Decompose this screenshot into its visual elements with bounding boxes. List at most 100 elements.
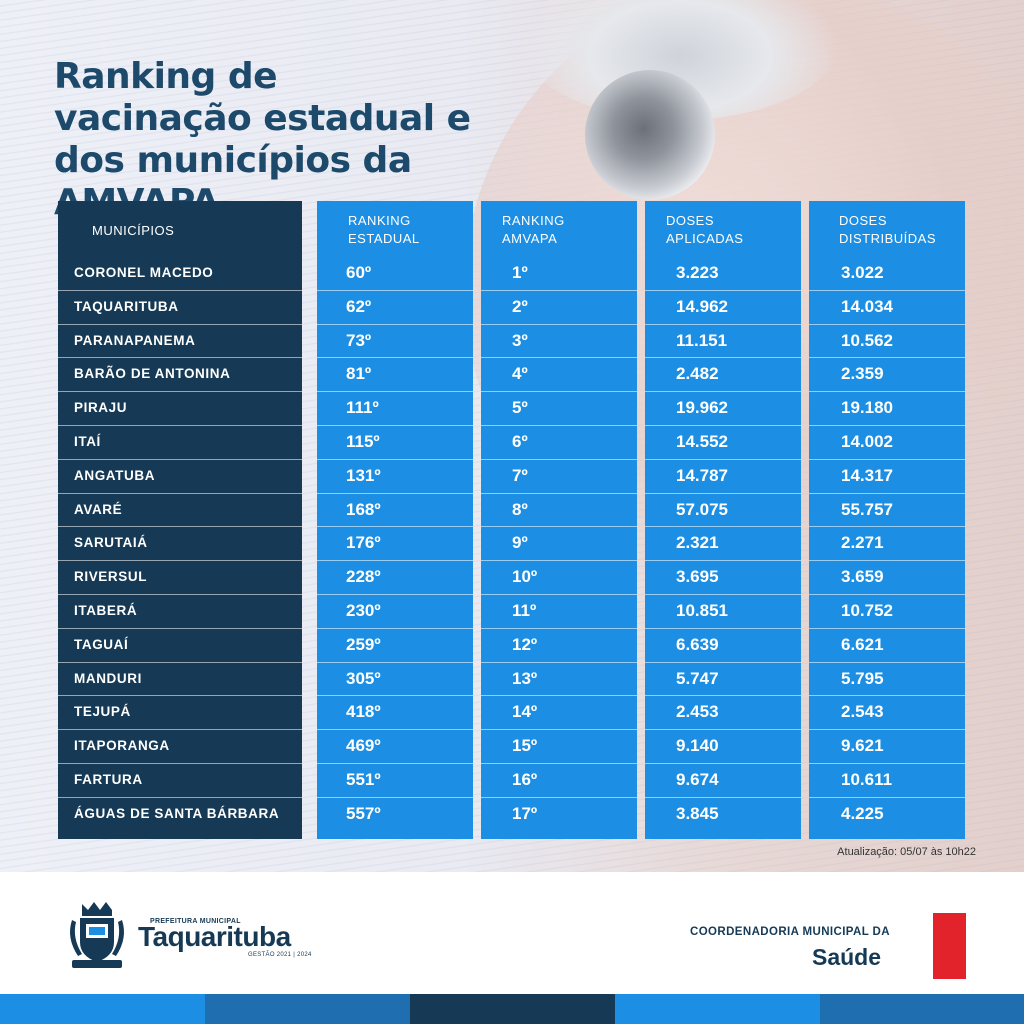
cell-aplicadas: 2.453 <box>676 702 719 722</box>
row-divider <box>58 627 302 629</box>
row-divider <box>317 661 473 663</box>
cell-estadual: 111º <box>346 398 379 418</box>
row-divider <box>58 323 302 325</box>
header-ranking-amvapa: RANKING AMVAPA <box>502 213 565 246</box>
cell-distribuidas: 10.562 <box>841 330 893 350</box>
row-divider <box>645 627 801 629</box>
cell-municipio: MANDURI <box>74 670 142 686</box>
row-divider <box>645 357 801 359</box>
cell-distribuidas: 14.317 <box>841 465 893 485</box>
cell-estadual: 115º <box>346 432 380 451</box>
row-divider <box>809 492 965 494</box>
row-divider <box>481 729 637 731</box>
row-divider <box>58 458 302 460</box>
logo-prefeitura-text: PREFEITURA MUNICIPAL <box>150 918 241 925</box>
bottom-stripe <box>820 994 1024 1024</box>
cell-municipio: ITAPORANGA <box>74 738 170 754</box>
row-divider <box>481 357 637 359</box>
cell-estadual: 73º <box>346 330 372 350</box>
bottom-stripe <box>410 994 615 1024</box>
logo-gestao-text: GESTÃO 2021 | 2024 <box>248 952 312 958</box>
cell-amvapa: 16º <box>512 770 538 789</box>
cell-distribuidas: 5.795 <box>841 668 884 688</box>
row-divider <box>645 458 801 460</box>
row-divider <box>317 763 473 764</box>
column-municipios <box>58 201 302 839</box>
row-divider <box>58 492 302 494</box>
row-divider <box>809 560 965 562</box>
vial-cap <box>585 70 715 200</box>
cell-municipio: FARTURA <box>74 772 143 787</box>
cell-aplicadas: 14.962 <box>676 296 728 316</box>
cell-amvapa: 17º <box>512 803 538 823</box>
cell-amvapa: 12º <box>512 634 538 654</box>
cell-municipio: TAQUARITUBA <box>74 298 179 314</box>
saude-label: Saúde <box>812 944 882 970</box>
cell-amvapa: 7º <box>512 465 528 485</box>
row-divider <box>58 357 302 359</box>
cell-distribuidas: 10.611 <box>841 770 893 789</box>
row-divider <box>58 289 302 291</box>
cell-estadual: 305º <box>346 668 381 688</box>
red-accent-bar <box>933 913 966 979</box>
bottom-stripe <box>0 994 205 1024</box>
cell-municipio: PARANAPANEMA <box>74 332 196 348</box>
cell-distribuidas: 6.621 <box>841 634 884 654</box>
row-divider <box>317 695 473 697</box>
cell-distribuidas: 4.225 <box>841 803 884 823</box>
cell-amvapa: 6º <box>512 432 528 451</box>
cell-amvapa: 4º <box>512 364 528 384</box>
row-divider <box>645 560 801 562</box>
row-divider <box>317 492 473 494</box>
header-municipios: MUNICÍPIOS <box>92 223 175 238</box>
cell-amvapa: 8º <box>512 499 528 519</box>
cell-aplicadas: 57.075 <box>676 499 728 519</box>
cell-municipio: PIRAJU <box>74 400 128 416</box>
cell-aplicadas: 14.552 <box>676 432 728 451</box>
row-divider <box>58 526 302 528</box>
cell-aplicadas: 11.151 <box>676 330 728 350</box>
cell-municipio: ÁGUAS DE SANTA BÁRBARA <box>74 805 280 821</box>
cell-municipio: CORONEL MACEDO <box>74 265 214 280</box>
cell-amvapa: 5º <box>512 398 528 418</box>
row-divider <box>645 796 801 798</box>
row-divider <box>481 560 637 562</box>
row-divider <box>809 391 965 393</box>
row-divider <box>645 729 801 731</box>
cell-estadual: 228º <box>346 567 381 587</box>
row-divider <box>809 763 965 764</box>
cell-aplicadas: 9.674 <box>676 770 719 789</box>
row-divider <box>481 458 637 460</box>
cell-amvapa: 15º <box>512 736 538 756</box>
cell-estadual: 168º <box>346 499 381 519</box>
cell-distribuidas: 14.034 <box>841 296 893 316</box>
row-divider <box>809 627 965 629</box>
row-divider <box>809 729 965 731</box>
cell-distribuidas: 55.757 <box>841 499 893 519</box>
cell-estadual: 551º <box>346 770 381 789</box>
cell-municipio: ITAÍ <box>74 434 101 449</box>
row-divider <box>317 391 473 393</box>
row-divider <box>317 458 473 460</box>
column-ranking-amvapa <box>481 201 637 839</box>
row-divider <box>481 763 637 764</box>
row-divider <box>645 391 801 393</box>
row-divider <box>481 594 637 595</box>
cell-estadual: 131º <box>346 465 381 485</box>
row-divider <box>809 796 965 798</box>
row-divider <box>481 289 637 291</box>
row-divider <box>481 323 637 325</box>
bottom-stripe <box>615 994 820 1024</box>
cell-municipio: SARUTAIÁ <box>74 535 148 551</box>
cell-aplicadas: 5.747 <box>676 668 719 688</box>
cell-estadual: 469º <box>346 736 381 756</box>
cell-municipio: ITABERÁ <box>74 603 138 618</box>
row-divider <box>645 289 801 291</box>
row-divider <box>809 526 965 528</box>
row-divider <box>317 729 473 731</box>
row-divider <box>645 526 801 528</box>
cell-estadual: 81º <box>346 364 372 384</box>
cell-aplicadas: 3.695 <box>676 567 719 587</box>
row-divider <box>58 763 302 764</box>
cell-distribuidas: 9.621 <box>841 736 884 756</box>
